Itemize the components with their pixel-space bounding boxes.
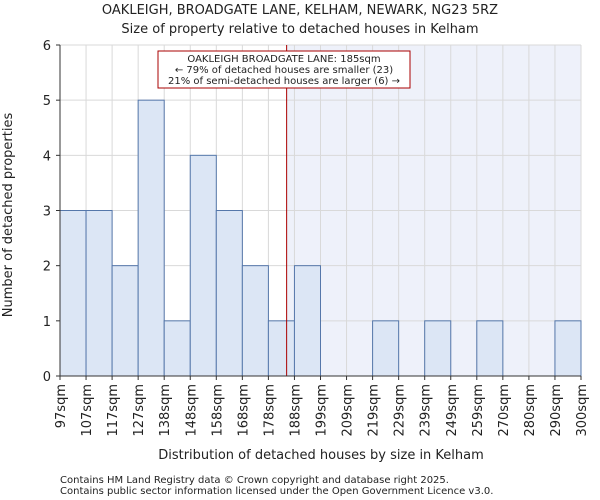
x-tick-label: 178sqm: [262, 384, 277, 437]
x-tick-label: 107sqm: [80, 384, 95, 437]
plot-area: OAKLEIGH BROADGATE LANE: 185sqm← 79% of …: [43, 39, 590, 437]
histogram-bar: [241, 265, 269, 377]
x-tick-label: 209sqm: [341, 384, 356, 437]
histogram-bar: [554, 320, 582, 377]
annotation-box: [157, 50, 411, 89]
chart-title: OAKLEIGH, BROADGATE LANE, KELHAM, NEWARK…: [102, 3, 498, 18]
histogram-bar: [111, 265, 139, 377]
y-tick-label: 0: [43, 370, 51, 385]
y-tick-label: 4: [43, 149, 51, 164]
x-tick-label: 280sqm: [523, 384, 538, 437]
histogram-bar: [189, 154, 217, 377]
x-tick-label: 239sqm: [419, 384, 434, 437]
x-tick-label: 158sqm: [210, 384, 225, 437]
x-tick-label: 290sqm: [549, 384, 564, 437]
x-tick-label: 199sqm: [315, 384, 330, 437]
x-tick-label: 219sqm: [367, 384, 382, 437]
x-tick-label: 300sqm: [575, 384, 590, 437]
footer-line-1: Contains HM Land Registry data © Crown c…: [60, 475, 449, 486]
histogram-bar: [163, 320, 191, 377]
x-tick-label: 117sqm: [106, 384, 121, 437]
x-tick-label: 168sqm: [236, 384, 251, 437]
y-tick-label: 2: [43, 260, 51, 275]
x-tick-label: 148sqm: [184, 384, 199, 437]
x-tick-label: 97sqm: [54, 384, 69, 428]
x-tick-label: 138sqm: [158, 384, 173, 437]
x-tick-label: 259sqm: [471, 384, 486, 437]
x-tick-label: 270sqm: [497, 384, 512, 437]
footer-line-2: Contains public sector information licen…: [60, 486, 493, 497]
histogram-bar: [137, 99, 165, 377]
histogram-bar: [293, 265, 322, 377]
histogram-bar: [476, 320, 504, 377]
x-tick-label: 229sqm: [393, 384, 408, 437]
y-tick-label: 3: [43, 205, 51, 220]
histogram-bar: [372, 320, 400, 377]
histogram-bar: [267, 320, 295, 377]
x-tick-label: 188sqm: [288, 384, 303, 437]
annotation-line-1: OAKLEIGH BROADGATE LANE: 185sqm: [187, 54, 380, 65]
chart-subtitle: Size of property relative to detached ho…: [121, 22, 478, 37]
y-axis-title: Number of detached properties: [1, 113, 16, 318]
x-axis-title: Distribution of detached houses by size …: [158, 448, 484, 463]
x-tick-label: 127sqm: [132, 384, 147, 437]
histogram-bar: [59, 210, 87, 377]
y-tick-label: 1: [43, 315, 51, 330]
annotation-line-2: ← 79% of detached houses are smaller (23…: [175, 65, 393, 76]
histogram-bar: [424, 320, 452, 377]
y-tick-label: 5: [43, 94, 51, 109]
x-tick-label: 249sqm: [445, 384, 460, 437]
histogram-bar: [85, 210, 113, 377]
y-tick-label: 6: [43, 39, 51, 54]
histogram-bar: [215, 210, 243, 377]
annotation-line-3: 21% of semi-detached houses are larger (…: [168, 76, 400, 87]
